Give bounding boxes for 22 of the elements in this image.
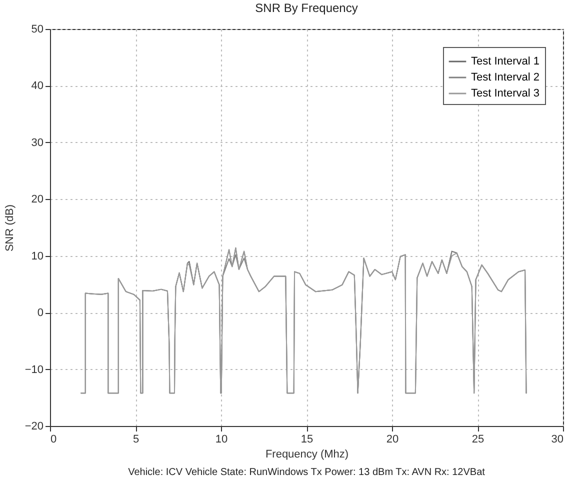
x-tick-label: 30 (551, 434, 564, 446)
text: Vehicle: ICV Vehicle State: RunWindows Tx Power: 13 dBm Tx: AVN Rx: 12VBat (128, 467, 486, 478)
x-tick-label: 10 (215, 434, 228, 446)
y-tick-label: 40 (31, 80, 44, 92)
y-tick-label: 10 (31, 250, 44, 262)
y-axis-title: SNR (dB) (4, 204, 16, 252)
y-tick-label: 20 (31, 194, 44, 206)
x-tick-label: 5 (132, 434, 140, 446)
x-tick-label: 0 (50, 434, 57, 446)
y-tick-label: 50 (31, 24, 44, 36)
y-tick-label: −20 (24, 420, 44, 432)
x-tick-label: 20 (386, 434, 399, 446)
y-tick-label: 0 (37, 307, 44, 320)
y-tick-label: −10 (24, 364, 44, 376)
legend-label: Test Interval 2 (471, 72, 540, 84)
legend-label: Test Interval 1 (471, 56, 540, 68)
x-axis-title: Frequency (Mhz) (265, 448, 349, 460)
x-tick-label: 15 (300, 434, 314, 446)
chart-title: SNR By Frequency (255, 1, 358, 15)
x-tick-label: 25 (472, 434, 484, 446)
legend-label: Test Interval 3 (471, 88, 540, 100)
y-tick-label: 30 (31, 136, 44, 149)
